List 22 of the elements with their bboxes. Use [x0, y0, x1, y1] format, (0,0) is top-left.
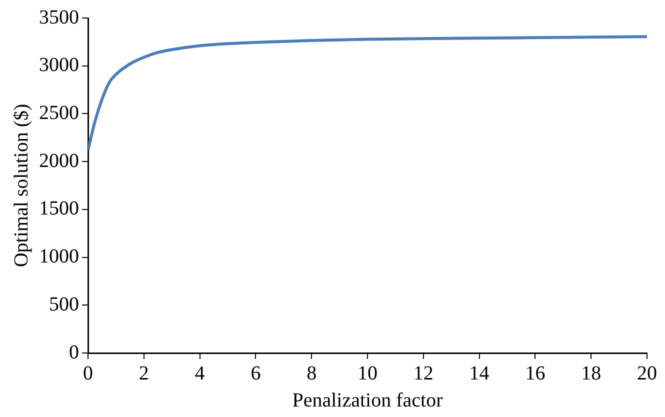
y-tick-label: 2000 — [39, 150, 79, 172]
x-tick-label: 6 — [250, 362, 261, 384]
y-tick-label: 2500 — [39, 102, 79, 124]
x-tick-label: 8 — [306, 362, 317, 384]
y-axis-title: Optimal solution ($) — [10, 104, 32, 268]
y-tick-label: 500 — [49, 293, 79, 316]
x-tick-label: 18 — [581, 362, 602, 384]
x-tick-label: 4 — [194, 362, 205, 384]
x-axis-title: Penalization factor — [292, 389, 444, 412]
x-tick-label: 14 — [469, 362, 490, 384]
line-series — [88, 35, 647, 152]
x-tick-label: 10 — [358, 362, 378, 384]
x-tick-label: 20 — [637, 362, 657, 384]
x-tick-label: 16 — [525, 362, 546, 384]
x-tick-label: 2 — [138, 362, 149, 384]
y-tick-label: 0 — [69, 341, 79, 364]
x-tick-label: 0 — [83, 362, 93, 384]
y-tick-label: 1500 — [39, 198, 79, 220]
x-tick-label: 12 — [413, 362, 434, 384]
y-tick-label: 1000 — [39, 246, 79, 268]
y-tick-label: 3000 — [39, 54, 79, 76]
y-tick-label: 3500 — [39, 6, 79, 28]
